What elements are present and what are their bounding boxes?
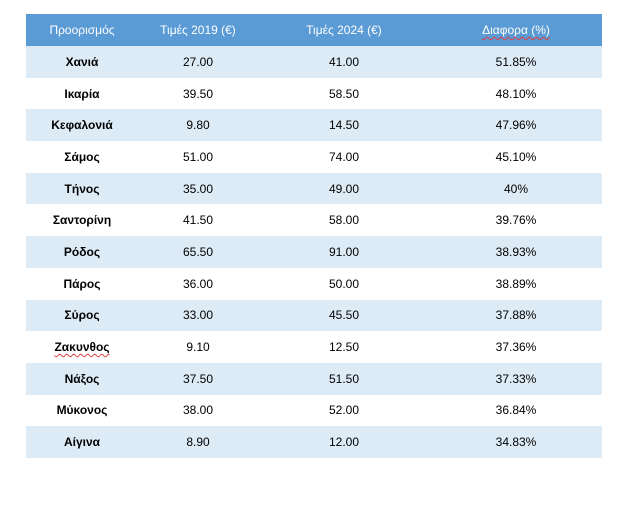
cell-difference: 45.10% (430, 141, 602, 173)
cell-price-2019: 41.50 (138, 204, 258, 237)
cell-price-2019: 33.00 (138, 299, 258, 332)
cell-destination: Τήνος (26, 172, 138, 205)
cell-price-2024: 51.50 (258, 362, 430, 395)
cell-price-2024: 41.00 (258, 46, 430, 78)
cell-price-2024: 12.50 (258, 331, 430, 363)
cell-price-2024: 50.00 (258, 267, 430, 300)
table-row: Κεφαλονιά 9.80 14.50 47.96% (26, 109, 602, 142)
cell-price-2019: 39.50 (138, 77, 258, 110)
cell-destination: Ικαρία (26, 77, 138, 110)
table-row: Ζακυνθος 9.10 12.50 37.36% (26, 331, 602, 363)
cell-destination: Ζακυνθος (26, 331, 138, 363)
cell-price-2024: 14.50 (258, 109, 430, 142)
cell-price-2024: 52.00 (258, 394, 430, 427)
cell-difference: 48.10% (430, 77, 602, 110)
table-body: Χανιά 27.00 41.00 51.85% Ικαρία 39.50 58.50 48.… (26, 46, 602, 458)
cell-price-2019: 37.50 (138, 362, 258, 395)
table-row: Μύκονος 38.00 52.00 36.84% (26, 394, 602, 427)
cell-price-2024: 58.00 (258, 204, 430, 237)
cell-price-2024: 58.50 (258, 77, 430, 110)
header-price-2019: Τιμές 2019 (€) (138, 14, 258, 46)
table-row: Σάμος 51.00 74.00 45.10% (26, 141, 602, 173)
cell-difference: 40% (430, 172, 602, 205)
cell-difference: 36.84% (430, 394, 602, 427)
price-comparison-table: Προορισμός Τιμές 2019 (€) Τιμές 2024 (€)… (26, 14, 602, 458)
cell-destination: Σύρος (26, 299, 138, 332)
cell-price-2019: 27.00 (138, 46, 258, 78)
cell-price-2024: 74.00 (258, 141, 430, 173)
cell-price-2019: 9.10 (138, 331, 258, 363)
header-difference-label: Διαφορα (%) (482, 23, 550, 37)
cell-price-2019: 36.00 (138, 267, 258, 300)
cell-difference: 47.96% (430, 109, 602, 142)
cell-price-2019: 9.80 (138, 109, 258, 142)
cell-price-2019: 65.50 (138, 236, 258, 268)
cell-destination: Χανιά (26, 46, 138, 78)
cell-destination: Αίγινα (26, 426, 138, 458)
cell-difference: 37.36% (430, 331, 602, 363)
cell-difference: 37.33% (430, 362, 602, 395)
cell-destination: Κεφαλονιά (26, 109, 138, 142)
table-row: Ρόδος 65.50 91.00 38.93% (26, 236, 602, 268)
header-price-2024: Τιμές 2024 (€) (258, 14, 430, 46)
cell-destination: Μύκονος (26, 394, 138, 427)
cell-difference: 34.83% (430, 426, 602, 458)
table-row: Σαντορίνη 41.50 58.00 39.76% (26, 204, 602, 237)
cell-difference: 39.76% (430, 204, 602, 237)
table-header: Προορισμός Τιμές 2019 (€) Τιμές 2024 (€)… (26, 14, 602, 46)
cell-price-2019: 51.00 (138, 141, 258, 173)
table-row: Νάξος 37.50 51.50 37.33% (26, 362, 602, 395)
table-row: Αίγινα 8.90 12.00 34.83% (26, 426, 602, 458)
destination-label: Ζακυνθος (54, 340, 110, 355)
cell-difference: 38.93% (430, 236, 602, 268)
table-row: Πάρος 36.00 50.00 38.89% (26, 267, 602, 300)
cell-destination: Νάξος (26, 362, 138, 395)
cell-price-2024: 91.00 (258, 236, 430, 268)
table-row: Χανιά 27.00 41.00 51.85% (26, 46, 602, 78)
table-row: Σύρος 33.00 45.50 37.88% (26, 299, 602, 332)
cell-price-2024: 49.00 (258, 172, 430, 205)
table-row: Τήνος 35.00 49.00 40% (26, 172, 602, 205)
cell-destination: Ρόδος (26, 236, 138, 268)
cell-difference: 38.89% (430, 267, 602, 300)
cell-price-2024: 12.00 (258, 426, 430, 458)
cell-destination: Πάρος (26, 267, 138, 300)
header-destination: Προορισμός (26, 14, 138, 46)
cell-destination: Σάμος (26, 141, 138, 173)
header-difference: Διαφορα (%) (430, 14, 602, 46)
header-row: Προορισμός Τιμές 2019 (€) Τιμές 2024 (€)… (26, 14, 602, 46)
cell-price-2019: 38.00 (138, 394, 258, 427)
cell-destination: Σαντορίνη (26, 204, 138, 237)
table-row: Ικαρία 39.50 58.50 48.10% (26, 77, 602, 110)
cell-difference: 51.85% (430, 46, 602, 78)
cell-price-2019: 35.00 (138, 172, 258, 205)
cell-price-2019: 8.90 (138, 426, 258, 458)
cell-difference: 37.88% (430, 299, 602, 332)
cell-price-2024: 45.50 (258, 299, 430, 332)
